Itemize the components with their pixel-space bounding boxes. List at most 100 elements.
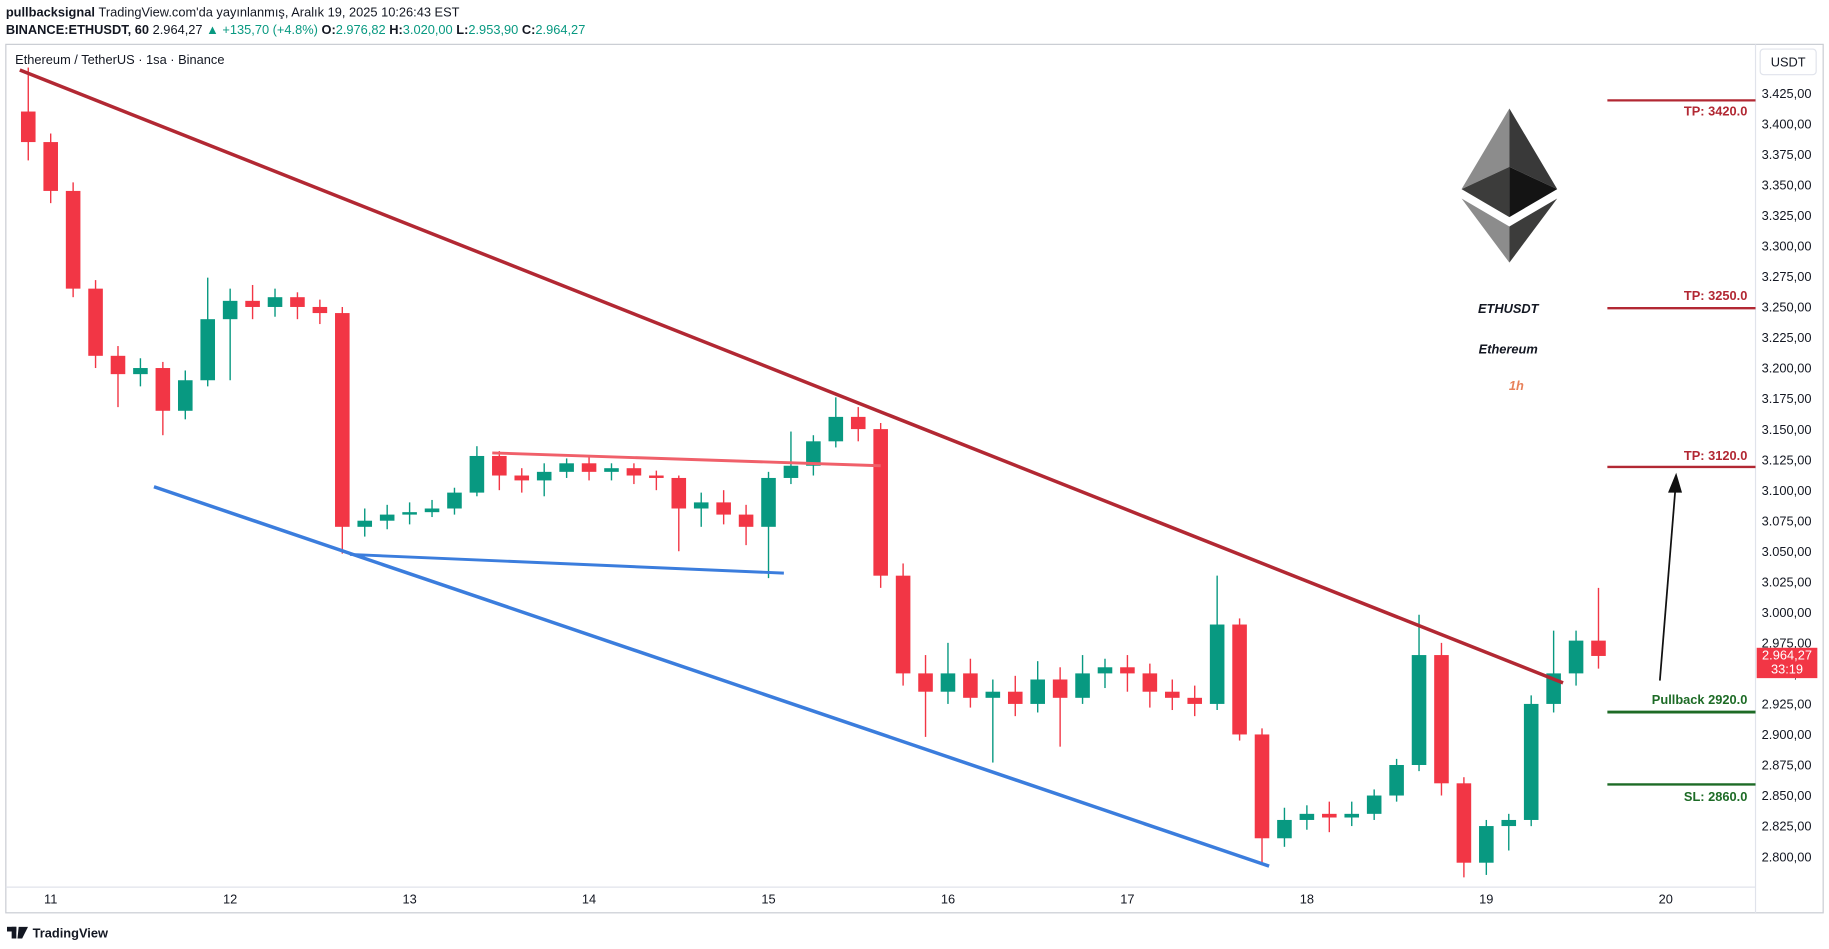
candle-body — [1299, 813, 1315, 820]
ohlc-h: H: — [389, 22, 403, 37]
currency-box — [1759, 48, 1817, 76]
target-arrow — [1658, 478, 1678, 681]
x-tick-label: 11 — [44, 891, 57, 906]
candle-body — [626, 468, 642, 476]
y-tick-label: 3.175,00 — [1762, 391, 1812, 406]
candle-body — [1142, 673, 1158, 692]
candle-body — [1591, 640, 1606, 656]
pullback-label: Pullback 2920.0 — [1652, 692, 1748, 707]
ohlc-o: O: — [321, 22, 335, 37]
y-tick-label: 3.400,00 — [1762, 116, 1812, 131]
candle-body — [1075, 673, 1090, 698]
header-line-1: pullbacksignal TradingView.com'da yayınl… — [6, 4, 460, 19]
candle-body — [940, 673, 956, 692]
target-arrowhead — [1668, 472, 1683, 493]
candle-body — [514, 475, 530, 481]
y-tick-label: 3.100,00 — [1762, 483, 1812, 498]
x-tick-label: 20 — [1659, 891, 1673, 906]
candle-body — [559, 463, 574, 472]
resistance-trendline — [19, 68, 1564, 685]
y-tick-label: 3.225,00 — [1762, 330, 1812, 345]
candle-body — [335, 313, 350, 527]
y-tick-label: 3.025,00 — [1762, 574, 1812, 589]
ohlc-l: L: — [456, 22, 468, 37]
candle-body — [1187, 697, 1203, 704]
candle-body — [424, 508, 440, 513]
candle-body — [1007, 691, 1023, 704]
symbol: BINANCE:ETHUSDT, 60 — [6, 22, 149, 37]
price-label-box — [1756, 647, 1818, 679]
tp2-label: TP: 3250.0 — [1684, 288, 1747, 303]
y-tick-label: 2.925,00 — [1762, 697, 1812, 712]
candle-body — [1479, 826, 1494, 863]
candle-body — [447, 492, 462, 509]
support-short-line — [349, 553, 784, 575]
x-tick-label: 13 — [402, 891, 416, 906]
candle-body — [43, 142, 58, 191]
candle-body — [492, 455, 507, 476]
candle-body — [290, 297, 305, 307]
chart-title: Ethereum / TetherUS · 1sa · Binance — [15, 52, 224, 67]
y-tick-label: 2.850,00 — [1762, 788, 1812, 803]
x-tick-label: 17 — [1120, 891, 1134, 906]
y-tick-label: 3.125,00 — [1762, 452, 1812, 467]
y-tick-label: 2.975,00 — [1762, 636, 1812, 651]
candle-body — [65, 190, 81, 289]
countdown: 33:19 — [1771, 661, 1803, 676]
x-tick-label: 15 — [761, 891, 775, 906]
y-tick-label: 3.375,00 — [1762, 147, 1812, 162]
candle-body — [828, 416, 844, 442]
y-tick-label: 3.150,00 — [1762, 422, 1812, 437]
sl-label: SL: 2860.0 — [1684, 789, 1747, 804]
candle-body — [536, 471, 552, 481]
currency: USDT — [1771, 55, 1806, 70]
candle-body — [1052, 679, 1068, 698]
candle-body — [985, 691, 1001, 698]
y-tick-label: 2.825,00 — [1762, 819, 1812, 834]
footer-logo — [6, 926, 28, 939]
candle-body — [649, 475, 664, 478]
candle-body — [738, 514, 754, 527]
published: TradingView.com'da yayınlanmış, Aralık 1… — [98, 4, 459, 19]
candle-body — [379, 514, 395, 521]
tp3-label: TP: 3120.0 — [1684, 448, 1747, 463]
candle-body — [20, 111, 36, 143]
ohlc-c: C: — [522, 22, 536, 37]
ohlc-o-value: 2.976,82 — [336, 22, 386, 37]
y-tick-label: 3.425,00 — [1762, 86, 1812, 101]
candle-body — [1030, 679, 1045, 704]
candle-body — [110, 355, 126, 375]
candle-body — [716, 502, 731, 515]
candle-body — [245, 300, 260, 307]
tp1-label: TP: 3420.0 — [1684, 104, 1747, 119]
candle-body — [200, 319, 216, 381]
y-tick-label: 3.050,00 — [1762, 544, 1812, 559]
header-line-2: BINANCE:ETHUSDT, 60 2.964,27 ▲ +135,70 (… — [6, 22, 585, 37]
candle-body — [1344, 813, 1360, 818]
candle-body — [783, 465, 799, 478]
candle-body — [177, 380, 193, 411]
candle-body — [1232, 624, 1247, 735]
candle-body — [88, 288, 103, 356]
candle-body — [761, 477, 776, 527]
candle-body — [1120, 667, 1135, 674]
candle-body — [469, 455, 485, 493]
candle-body — [1277, 819, 1292, 839]
y-tick-label: 3.325,00 — [1762, 208, 1812, 223]
y-tick-label: 3.275,00 — [1762, 269, 1812, 284]
candle-body — [1097, 667, 1113, 674]
candle-body — [671, 477, 687, 509]
candle-body — [1366, 795, 1382, 814]
candle-body — [1501, 819, 1517, 827]
x-tick-label: 18 — [1300, 891, 1314, 906]
candle-body — [873, 429, 888, 576]
last: 2.964,27 — [153, 22, 203, 37]
candle-body — [312, 306, 328, 314]
y-tick-label: 3.200,00 — [1762, 361, 1812, 376]
y-tick-label: 3.000,00 — [1762, 605, 1812, 620]
y-tick-label: 3.250,00 — [1762, 300, 1812, 315]
chart-frame — [5, 43, 1824, 914]
y-tick-label: 2.800,00 — [1762, 849, 1812, 864]
logo-symbol: ETHUSDT — [1478, 301, 1540, 316]
